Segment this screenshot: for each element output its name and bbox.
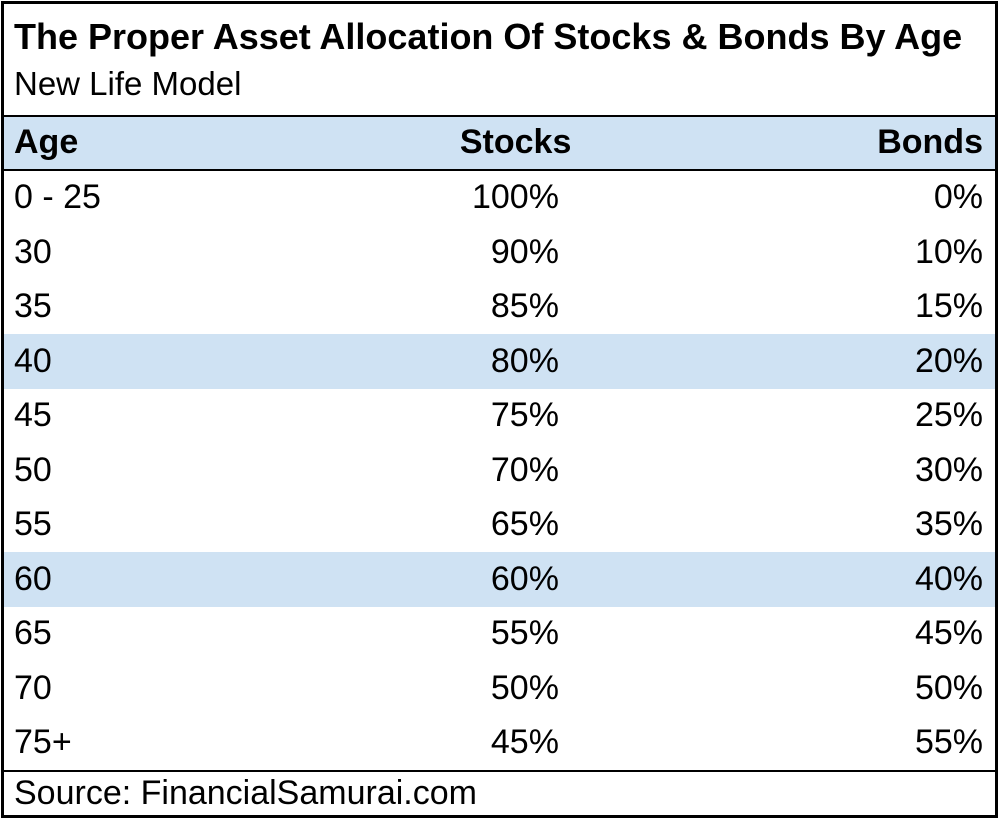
stocks-cell: 50% <box>490 668 559 707</box>
table-row: 35 85% 15% <box>4 279 995 335</box>
age-cell: 70 <box>14 668 52 707</box>
stocks-cell: 60% <box>490 559 559 598</box>
stocks-cell: 85% <box>490 287 559 326</box>
table-subtitle: New Life Model <box>14 65 242 103</box>
age-cell: 30 <box>14 232 52 271</box>
stocks-cell: 90% <box>490 232 559 271</box>
stocks-cell: 80% <box>490 341 559 380</box>
table-header-row: Age Stocks Bonds <box>4 116 995 171</box>
age-cell: 75+ <box>14 723 72 762</box>
table-row: 0 - 25 100% 0% <box>4 170 995 226</box>
bonds-cell: 55% <box>914 723 983 762</box>
stocks-cell: 55% <box>490 614 559 653</box>
bonds-cell: 45% <box>914 614 983 653</box>
age-cell: 35 <box>14 287 52 326</box>
table-row: 70 50% 50% <box>4 661 995 716</box>
column-header-bonds: Bonds <box>877 123 983 162</box>
bonds-cell: 15% <box>914 287 983 326</box>
age-cell: 65 <box>14 614 52 653</box>
age-cell: 40 <box>14 341 52 380</box>
table-row: 50 70% 30% <box>4 443 995 498</box>
stocks-cell: 75% <box>490 396 559 435</box>
bonds-cell: 20% <box>914 341 983 380</box>
column-header-age: Age <box>14 123 79 162</box>
age-cell: 55 <box>14 505 52 544</box>
age-cell: 0 - 25 <box>14 178 101 217</box>
stocks-cell: 70% <box>490 450 559 489</box>
table-row: 45 75% 25% <box>4 388 995 444</box>
table-row: 30 90% 10% <box>4 225 995 280</box>
stocks-cell: 100% <box>471 178 559 217</box>
table-row: 65 55% 45% <box>4 606 995 662</box>
age-cell: 60 <box>14 559 52 598</box>
bonds-cell: 30% <box>914 450 983 489</box>
table-row: 40 80% 20% <box>4 334 995 389</box>
age-cell: 45 <box>14 396 52 435</box>
table-row: 75+ 45% 55% <box>4 715 995 771</box>
bonds-cell: 50% <box>914 668 983 707</box>
table-row: 60 60% 40% <box>4 552 995 607</box>
title-block: The Proper Asset Allocation Of Stocks & … <box>4 4 995 117</box>
age-cell: 50 <box>14 450 52 489</box>
stocks-cell: 45% <box>490 723 559 762</box>
table-body: 0 - 25 100% 0% 30 90% 10% 35 85% 15% 40 80% 20% 45 75… <box>4 170 995 771</box>
table-row: 55 65% 35% <box>4 497 995 553</box>
bonds-cell: 0% <box>933 178 983 217</box>
bonds-cell: 35% <box>914 505 983 544</box>
source-note: Source: FinancialSamurai.com <box>14 774 477 813</box>
bonds-cell: 25% <box>914 396 983 435</box>
source-row: Source: FinancialSamurai.com <box>4 770 995 815</box>
column-header-stocks: Stocks <box>459 123 572 162</box>
bonds-cell: 40% <box>914 559 983 598</box>
stocks-cell: 65% <box>490 505 559 544</box>
table-title: The Proper Asset Allocation Of Stocks & … <box>14 16 963 57</box>
bonds-cell: 10% <box>914 232 983 271</box>
